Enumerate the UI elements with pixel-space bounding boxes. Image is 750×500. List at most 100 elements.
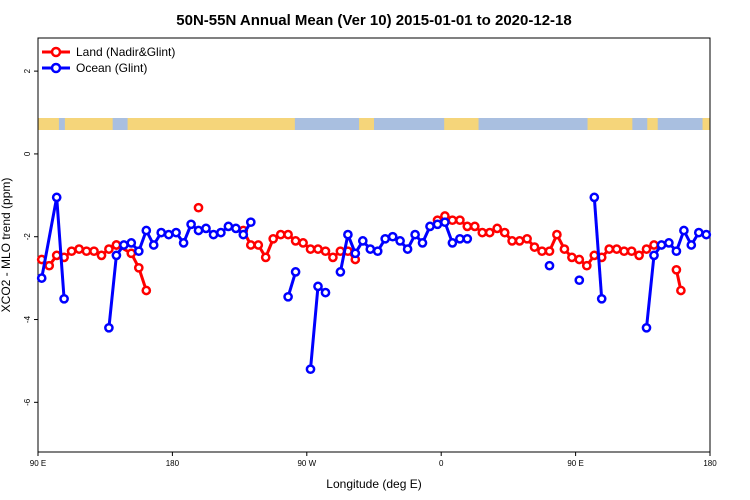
data-point — [66, 246, 77, 257]
x-axis-label: Longitude (deg E) — [326, 477, 421, 491]
series-line — [592, 197, 604, 299]
data-point — [163, 229, 174, 240]
data-point — [679, 225, 689, 236]
data-point — [283, 229, 293, 240]
data-point — [410, 229, 420, 240]
data-point — [552, 229, 562, 240]
data-point — [305, 244, 316, 254]
data-point — [447, 215, 458, 226]
data-point — [290, 236, 301, 246]
legend: Land (Nadir&Glint) Ocean (Glint) — [42, 45, 175, 75]
data-point — [626, 246, 637, 257]
data-point — [328, 252, 338, 263]
series-line — [40, 195, 66, 299]
legend-item-ocean: Ocean (Glint) — [42, 61, 147, 75]
data-point — [574, 275, 585, 286]
series-line — [107, 221, 253, 328]
data-point — [676, 285, 686, 296]
data-point — [104, 244, 114, 254]
data-point — [268, 233, 279, 244]
data-point — [649, 240, 659, 250]
data-point — [440, 217, 450, 228]
data-point — [148, 240, 159, 250]
data-point — [298, 238, 308, 248]
data-point — [141, 225, 152, 236]
data-point — [596, 293, 607, 304]
data-point — [671, 264, 682, 275]
data-point — [44, 260, 55, 271]
data-point — [186, 219, 196, 230]
y-tick-label: 0 — [23, 151, 32, 156]
data-point — [283, 291, 293, 302]
data-point — [559, 244, 570, 254]
data-point — [671, 246, 682, 257]
data-point — [126, 238, 137, 248]
data-point — [664, 238, 674, 248]
data-point — [402, 244, 413, 254]
data-point — [656, 240, 667, 250]
data-point — [589, 250, 600, 261]
data-point — [634, 250, 644, 261]
data-point — [544, 246, 555, 257]
data-point — [447, 238, 458, 248]
data-point — [141, 285, 152, 296]
x-tick-label: 90 E — [567, 459, 583, 468]
data-point — [275, 229, 286, 240]
data-point — [693, 227, 704, 238]
data-point — [686, 240, 697, 250]
data-point — [126, 248, 137, 259]
x-tick-label: 0 — [439, 459, 444, 468]
data-point — [51, 250, 62, 261]
data-point — [74, 244, 84, 254]
data-point — [245, 240, 256, 250]
data-point — [51, 192, 62, 203]
data-point — [133, 262, 144, 273]
data-point — [507, 236, 517, 246]
data-point — [111, 240, 122, 250]
data-point — [372, 246, 383, 257]
data-point — [611, 244, 622, 254]
y-tick-label: 2 — [23, 68, 32, 73]
data-point — [313, 281, 323, 292]
data-point — [36, 273, 47, 283]
data-point — [171, 227, 181, 238]
data-point — [343, 229, 353, 240]
data-point — [178, 238, 189, 248]
data-point — [567, 252, 577, 263]
data-point — [350, 248, 361, 259]
data-point — [133, 246, 144, 257]
y-tick-label: -4 — [23, 315, 32, 323]
data-point — [231, 223, 241, 234]
series-ocean — [36, 192, 712, 375]
data-point — [245, 217, 256, 228]
data-point — [320, 287, 331, 298]
x-tick-label: 180 — [166, 459, 180, 468]
data-point — [193, 202, 204, 213]
data-point — [290, 267, 301, 277]
data-point — [305, 364, 316, 375]
data-point — [313, 244, 323, 254]
data-point — [81, 246, 92, 257]
data-point — [208, 229, 219, 240]
y-tick-label: -6 — [23, 398, 32, 406]
plot-frame — [37, 37, 711, 453]
data-point — [469, 221, 480, 232]
data-point — [357, 236, 368, 246]
data-point — [589, 192, 600, 203]
y-axis: 2 0 -2 -4 -6 — [23, 68, 38, 406]
data-point — [156, 227, 167, 238]
data-point — [581, 260, 592, 271]
data-point — [238, 229, 249, 240]
data-point — [260, 252, 271, 263]
data-point — [484, 227, 495, 238]
data-point — [59, 293, 69, 304]
data-point — [455, 215, 465, 226]
data-point — [649, 250, 659, 261]
data-point — [320, 246, 331, 257]
data-point — [193, 225, 204, 236]
series-land — [36, 202, 686, 296]
x-axis: 90 E 180 90 W 0 90 E 180 — [30, 452, 717, 468]
data-point — [641, 322, 652, 333]
data-point — [641, 244, 652, 254]
data-point — [89, 246, 99, 257]
